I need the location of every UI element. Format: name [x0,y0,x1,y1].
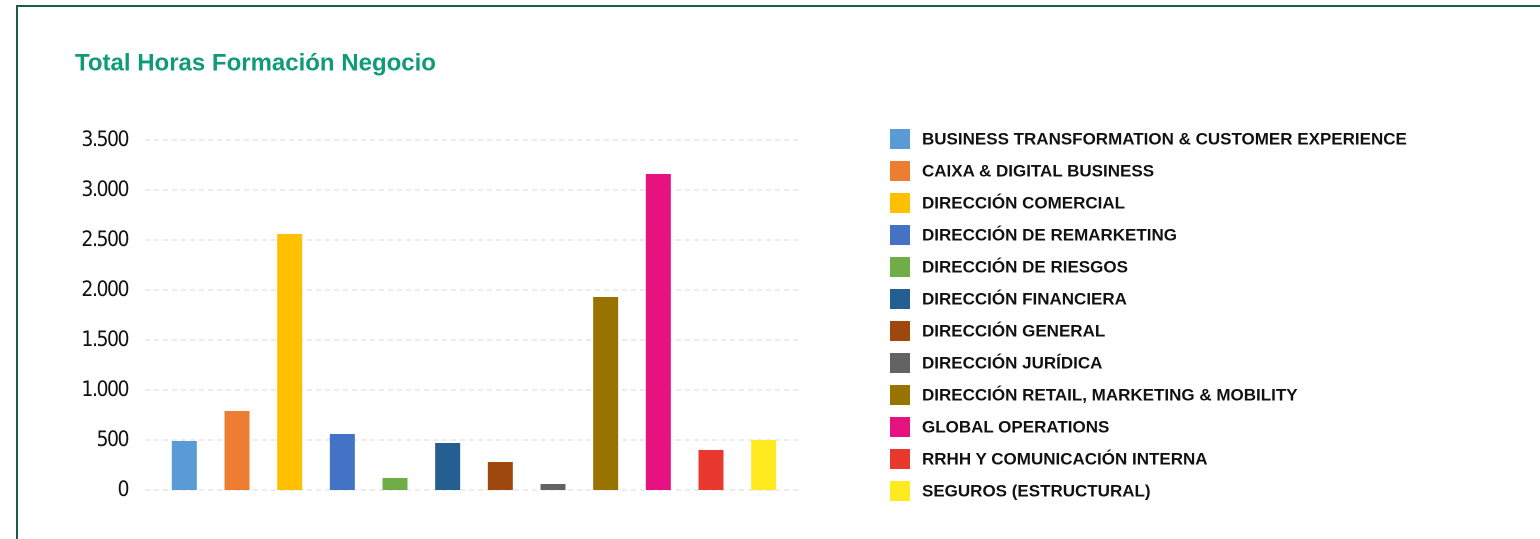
legend-swatch [890,193,910,213]
legend-swatch [890,449,910,469]
legend-swatch [890,353,910,373]
legend-swatch [890,129,910,149]
bar [224,411,250,490]
legend-label: CAIXA & DIGITAL BUSINESS [922,161,1154,180]
y-tick-label: 2.000 [81,277,128,301]
chart-title: Total Horas Formación Negocio [75,49,436,76]
legend-swatch [890,321,910,341]
legend-label: DIRECCIÓN DE REMARKETING [922,225,1177,244]
y-tick-label: 3.500 [81,127,128,151]
bar [435,443,461,490]
y-tick-label: 1.500 [81,327,128,351]
legend-swatch [890,385,910,405]
y-tick-label: 1.000 [81,377,128,401]
legend-swatch [890,481,910,501]
bar [698,450,724,490]
legend-label: DIRECCIÓN DE RIESGOS [922,257,1128,276]
legend-swatch [890,257,910,277]
y-tick-label: 3.000 [81,177,128,201]
legend-label: SEGUROS (ESTRUCTURAL) [922,481,1151,500]
y-tick-label: 500 [96,427,128,451]
legend-label: BUSINESS TRANSFORMATION & CUSTOMER EXPER… [922,129,1407,148]
bar [329,434,355,490]
y-tick-label: 0 [117,477,128,501]
legend-label: RRHH Y COMUNICACIÓN INTERNA [922,449,1208,468]
bar [277,234,303,490]
bar [593,297,619,490]
legend-swatch [890,225,910,245]
frame [16,5,1540,539]
bar [751,440,777,490]
bar [382,478,408,490]
bar [540,484,566,490]
legend-swatch [890,417,910,437]
y-tick-label: 2.500 [81,227,128,251]
legend-label: DIRECCIÓN COMERCIAL [922,193,1125,212]
legend-swatch [890,289,910,309]
bar [645,174,671,490]
bar [171,441,197,490]
legend-label: DIRECCIÓN FINANCIERA [922,289,1127,308]
bar [487,462,513,490]
legend-label: DIRECCIÓN RETAIL, MARKETING & MOBILITY [922,385,1298,404]
legend-label: GLOBAL OPERATIONS [922,417,1109,436]
legend-swatch [890,161,910,181]
legend-label: DIRECCIÓN JURÍDICA [922,353,1102,372]
legend-label: DIRECCIÓN GENERAL [922,321,1105,340]
